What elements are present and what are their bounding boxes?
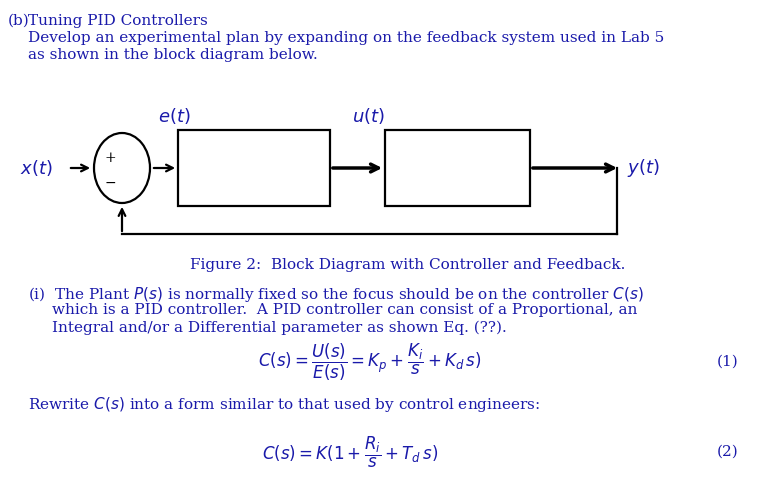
Text: $C(s) = K(1 + \dfrac{R_i}{s} + T_d\,s)$: $C(s) = K(1 + \dfrac{R_i}{s} + T_d\,s)$ [262,435,438,470]
Text: $y(t)$: $y(t)$ [627,157,660,179]
Text: $-$: $-$ [104,175,116,189]
Bar [385,130,530,206]
Text: $u(t)$: $u(t)$ [352,106,385,126]
Text: $C(s) = \dfrac{U(s)}{E(s)} = K_p + \dfrac{K_i}{s} + K_d\,s)$: $C(s) = \dfrac{U(s)}{E(s)} = K_p + \dfra… [258,341,481,383]
Text: (i)  The Plant $P(s)$ is normally fixed so the focus should be on the controller: (i) The Plant $P(s)$ is normally fixed s… [28,285,644,304]
Text: $e(t)$: $e(t)$ [158,106,191,126]
Bar [178,130,330,206]
Text: (2): (2) [717,445,739,459]
Text: Develop an experimental plan by expanding on the feedback system used in Lab 5: Develop an experimental plan by expandin… [28,31,665,45]
Text: Tuning PID Controllers: Tuning PID Controllers [28,14,208,28]
Text: which is a PID controller.  A PID controller can consist of a Proportional, an: which is a PID controller. A PID control… [52,303,637,317]
Text: $x(t)$: $x(t)$ [20,158,53,178]
Text: Figure 2:  Block Diagram with Controller and Feedback.: Figure 2: Block Diagram with Controller … [190,258,626,272]
Text: Integral and/or a Differential parameter as shown Eq. (??).: Integral and/or a Differential parameter… [52,321,507,335]
Text: as shown in the block diagram below.: as shown in the block diagram below. [28,48,317,62]
Text: Rewrite $C(s)$ into a form similar to that used by control engineers:: Rewrite $C(s)$ into a form similar to th… [28,395,540,414]
Text: +: + [105,151,116,165]
Text: $C(s)$: $C(s)$ [232,157,276,180]
Text: $P(s)$: $P(s)$ [436,157,478,180]
Text: (1): (1) [717,355,739,369]
Text: (b): (b) [8,14,30,28]
